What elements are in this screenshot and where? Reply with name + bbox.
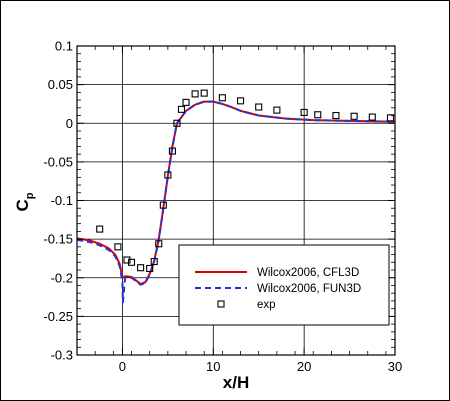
x-tick-label: 20 [297,359,311,374]
data-point-exp [164,171,172,179]
data-point-exp [177,105,186,113]
legend-box [178,244,390,326]
data-point-exp [137,264,145,272]
data-point-exp [300,108,308,116]
data-point-exp [314,111,322,119]
data-point-exp [255,103,263,111]
svg-text:Cp: Cp [13,192,36,211]
data-point-exp [168,147,176,155]
data-point-exp [96,225,104,233]
x-tick-label: 0 [119,359,126,374]
data-point-exp [127,258,136,266]
data-point-exp [159,201,167,209]
data-point-exp [368,113,376,121]
series-line-fun3d [77,100,395,304]
data-point-exp [350,112,358,120]
series-layer [77,89,395,304]
data-point-exp [200,89,208,97]
data-point-exp [182,98,190,106]
data-point-exp [218,94,226,102]
y-axis-label-subscript: p [24,192,36,199]
y-tick-label: 0.1 [55,39,73,54]
y-tick-label: -0.25 [43,309,73,324]
data-point-exp [173,119,181,127]
legend-label-exp: exp [257,299,276,311]
y-axis-label-main: C [13,199,32,211]
axis-ticks [76,45,396,356]
legend-label-cfl3d: Wilcox2006, CFL3D [257,267,359,279]
y-tick-label: -0.2 [51,270,73,285]
y-tick-label: -0.3 [51,348,73,363]
y-tick-label: 0 [66,116,73,131]
x-tick-label: 10 [206,359,220,374]
y-tick-label: -0.1 [51,193,73,208]
y-tick-label: -0.05 [43,154,73,169]
y-tick-label: -0.15 [43,232,73,247]
data-point-exp [332,111,340,120]
x-tick-label: 30 [388,359,402,374]
tick-labels: 0 10 20 30 0.1 0.05 0 -0.05 -0.1 -0.15 -0.2 -0.25 -0… [43,39,402,375]
legend: Wilcox2006, CFL3D Wilcox2006, FUN3D exp [178,244,390,326]
legend-swatch-exp [217,300,225,308]
data-point-exp [123,256,131,264]
y-tick-label: 0.05 [48,77,73,92]
data-point-exp [155,240,163,248]
data-point-exp [273,106,281,114]
x-axis-label: x/H [223,373,249,392]
data-point-exp [114,243,122,251]
y-axis-label: Cp [13,192,36,211]
data-point-exp [386,114,395,122]
data-point-exp [236,97,245,105]
data-point-exp [146,264,154,273]
data-point-exp [191,90,199,98]
data-point-exp [150,257,158,266]
legend-label-fun3d: Wilcox2006, FUN3D [257,283,361,295]
